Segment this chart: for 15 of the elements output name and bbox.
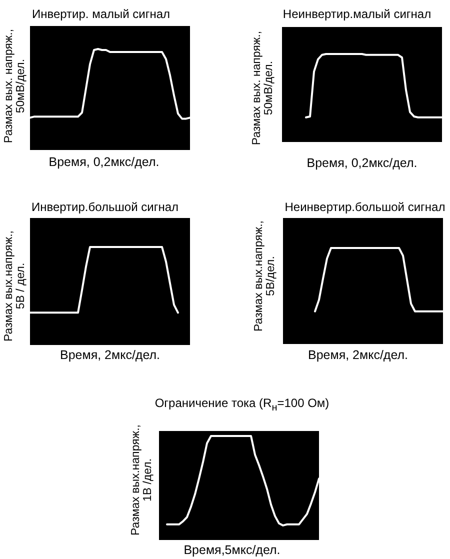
x-axis-title: Время, 0,2мкс/дел. (306, 156, 418, 170)
y-axis-title: Размах вых. напряж., 50мВ/дел. (251, 30, 275, 148)
chart-title: Неинвертир.большой сигнал (284, 200, 446, 214)
x-axis-title: Время,5мкс/дел. (182, 543, 282, 557)
chart-title: Неинвертир.малый сигнал (282, 7, 432, 21)
x-axis-title: Время, 2мкс/дел. (58, 348, 162, 362)
x-axis-title: Время, 0,2мкс/дел. (48, 155, 160, 169)
chart-title: Инвертир.большой сигнал (30, 200, 180, 214)
y-axis-title: Размах вых.напряж., 5В/дел. (253, 220, 277, 334)
y-axis-title: Размах вых. напряж., 50мВ/дел. (3, 28, 27, 146)
x-axis-title: Время, 2мкс/дел. (306, 348, 410, 362)
y-axis-title: Размах вых.напряж., 5В / дел. (3, 230, 27, 344)
y-axis-title: Размах вых.напряж., 1В /дел. (130, 424, 154, 538)
chart-title: Ограничение тока (R$_{н}$=100 Ом) (154, 396, 330, 416)
chart-title: Инвертир. малый сигнал (30, 7, 172, 21)
